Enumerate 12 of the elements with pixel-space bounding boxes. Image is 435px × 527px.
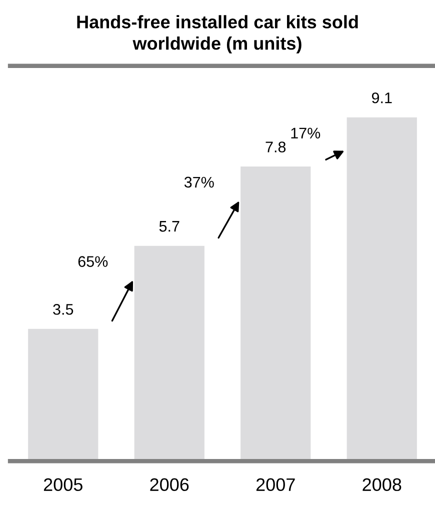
annotation: 65%: [78, 256, 108, 267]
data-label: 7.8: [266, 142, 286, 152]
annotation: 37%: [184, 176, 214, 188]
annotation: 17%: [291, 128, 320, 138]
x-tick-label: 2006: [150, 478, 189, 492]
data-label: 5.7: [159, 221, 180, 232]
x-tick-label: 2008: [362, 478, 402, 492]
data-label: 9.1: [372, 92, 392, 104]
chart-title: Hands-free installed car kits sold worldwide (m units): [77, 15, 358, 54]
data-label: 3.5: [53, 304, 74, 315]
x-tick-label: 2005: [44, 478, 82, 492]
x-tick-label: 2007: [256, 478, 295, 492]
